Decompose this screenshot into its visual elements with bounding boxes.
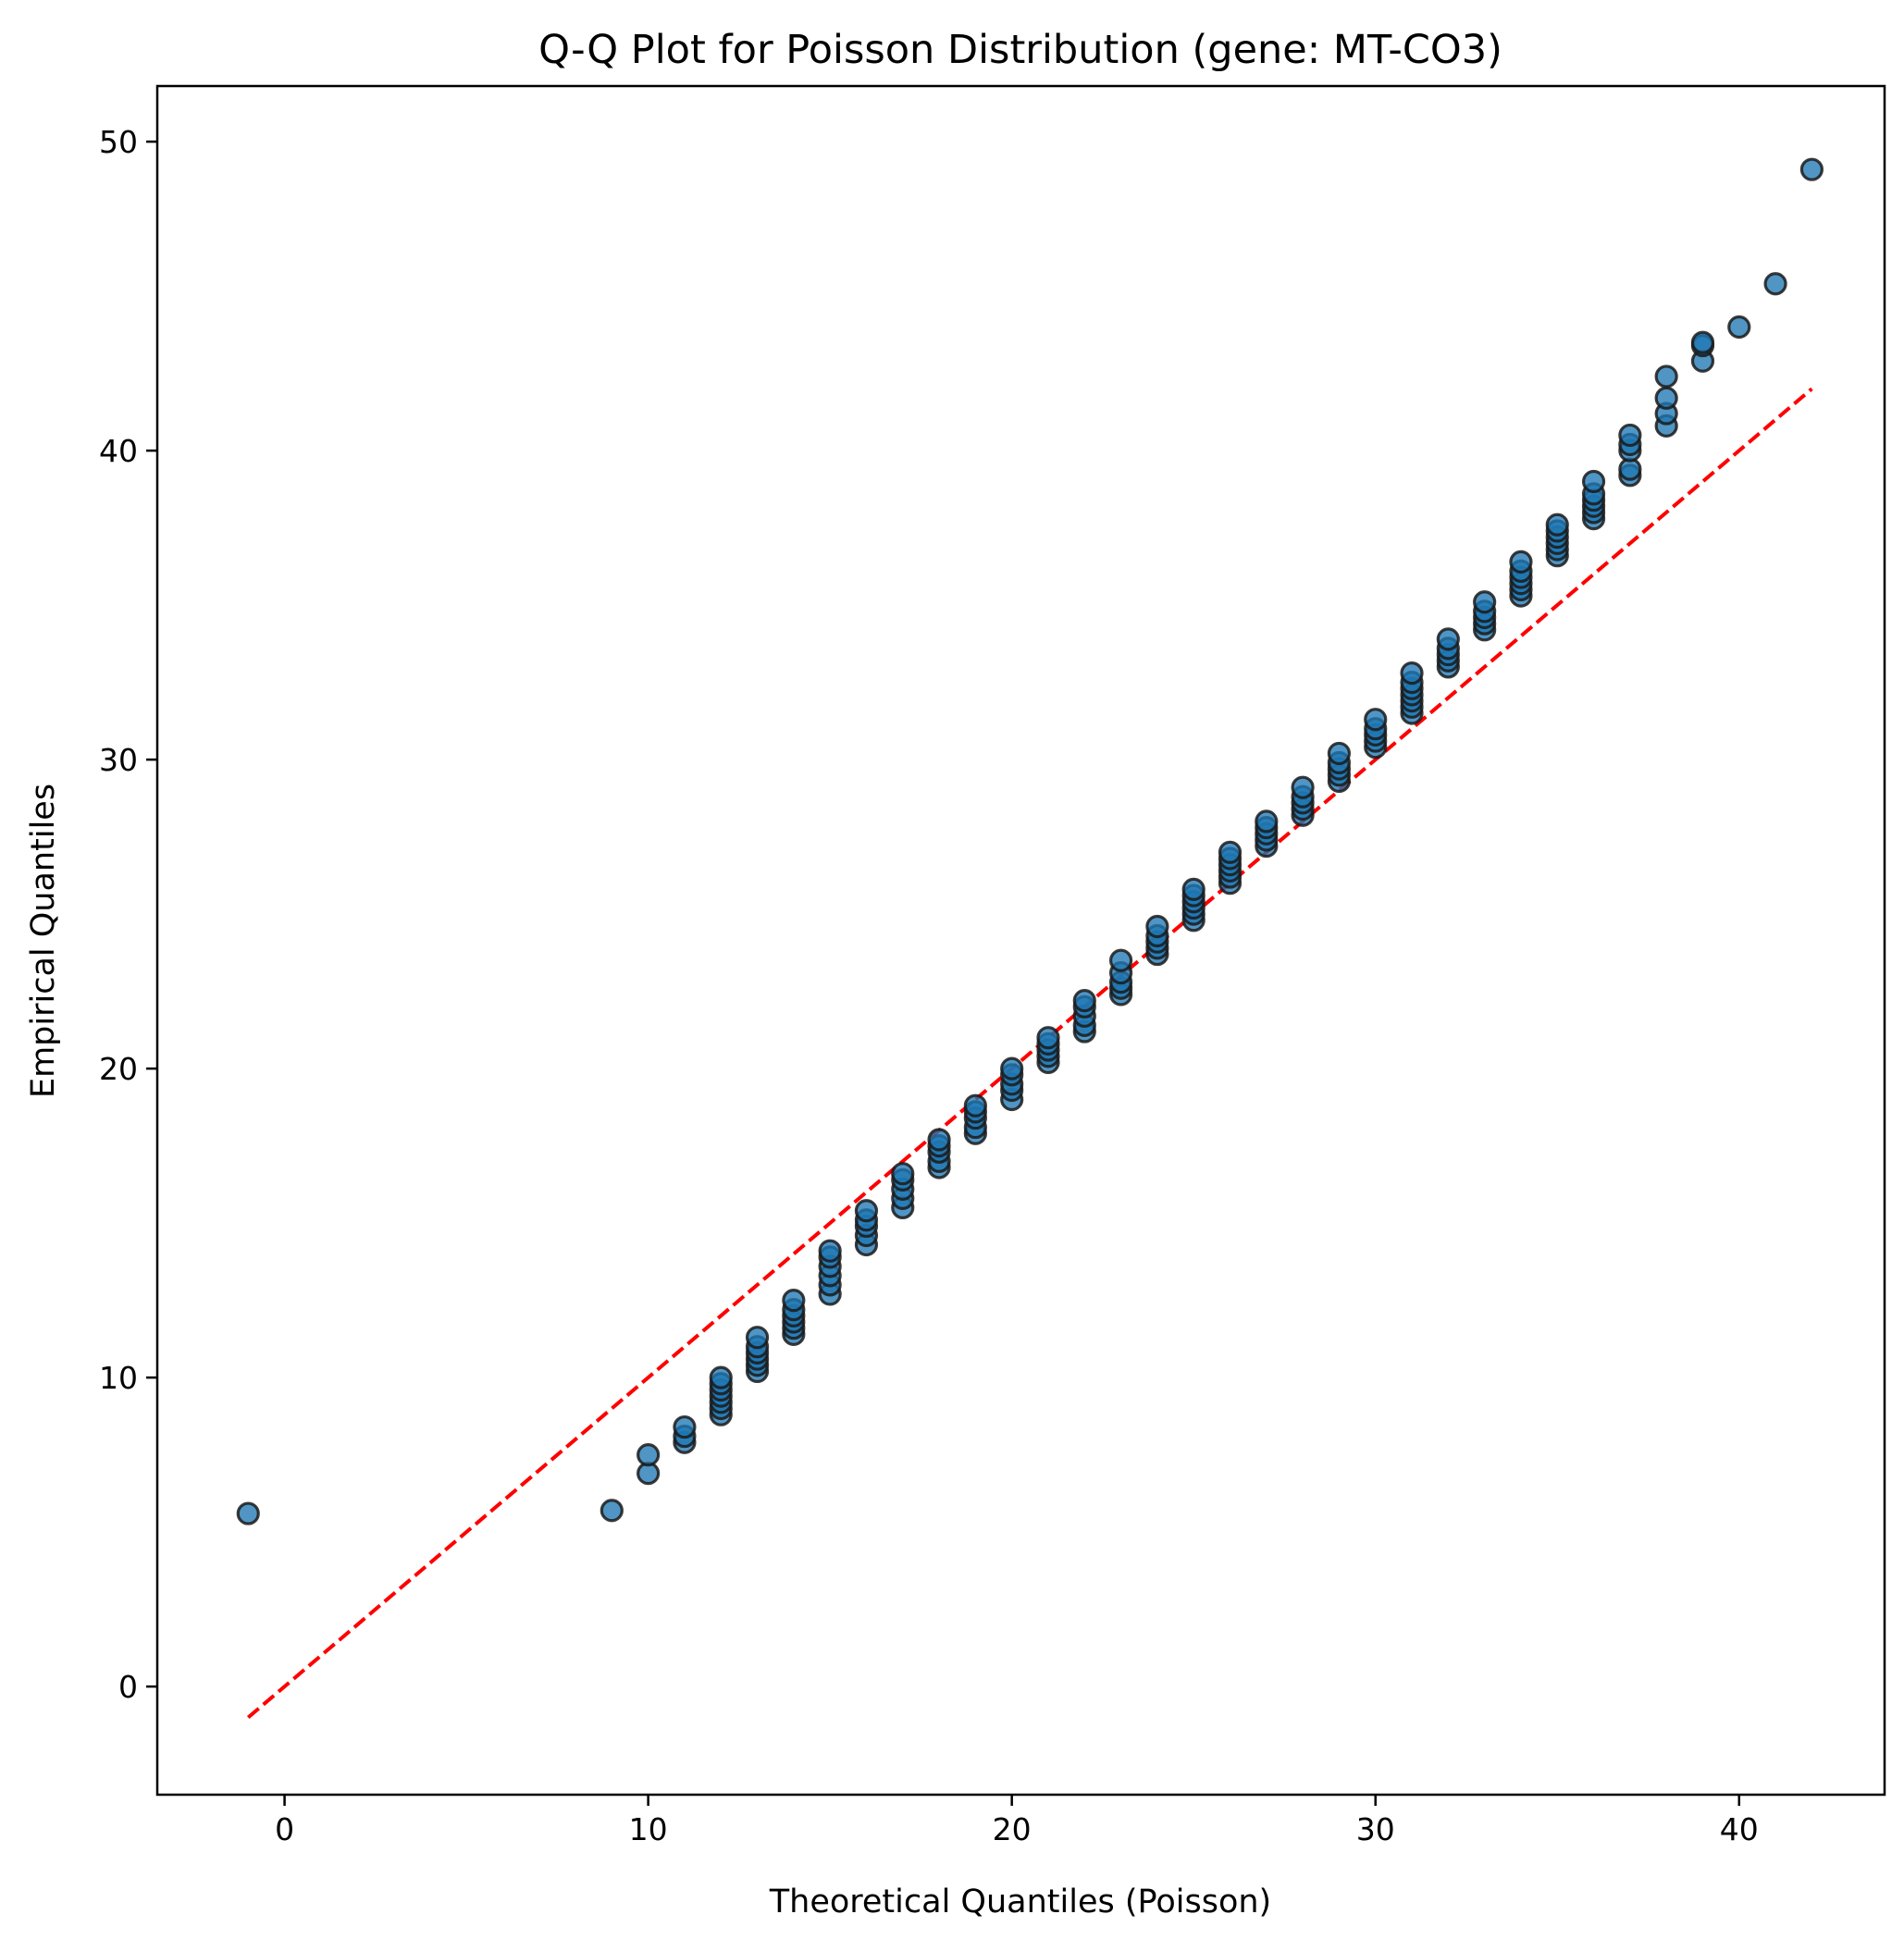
data-point	[236, 1501, 260, 1525]
chart-title: Q-Q Plot for Poisson Distribution (gene:…	[538, 27, 1502, 73]
data-point	[927, 1128, 951, 1152]
data-point	[1509, 550, 1533, 574]
data-point	[1181, 877, 1205, 901]
data-point	[1690, 330, 1715, 354]
data-point	[1727, 315, 1751, 340]
scatter-points	[236, 157, 1824, 1525]
x-tick-label: 10	[629, 1811, 668, 1847]
y-tick-label: 10	[99, 1360, 138, 1396]
data-point	[1436, 627, 1460, 651]
data-point	[1072, 989, 1096, 1013]
y-tick-label: 0	[118, 1669, 138, 1705]
y-axis-label: Empirical Quantiles	[25, 784, 62, 1098]
data-point	[1108, 948, 1133, 972]
x-tick-label: 20	[993, 1811, 1032, 1847]
x-tick-label: 30	[1356, 1811, 1395, 1847]
data-point	[818, 1239, 842, 1263]
reference-line	[246, 387, 1813, 1720]
data-point	[1473, 590, 1497, 614]
data-point	[891, 1162, 915, 1186]
data-point	[1581, 469, 1606, 494]
data-point	[1000, 1056, 1024, 1081]
data-point	[1145, 914, 1169, 939]
y-tick-label: 20	[99, 1051, 138, 1087]
data-point	[782, 1289, 806, 1313]
y-tick-label: 40	[99, 433, 138, 469]
plot-frame	[155, 84, 1886, 1797]
data-point	[1218, 840, 1243, 864]
y-tick-label: 30	[99, 742, 138, 778]
data-point	[637, 1443, 661, 1467]
x-axis: 0 10 20 30 40	[275, 1795, 1759, 1847]
reference-line-layer	[246, 387, 1813, 1720]
data-point	[1364, 708, 1388, 732]
data-point	[1654, 386, 1678, 410]
data-point	[673, 1414, 697, 1439]
data-point	[1291, 775, 1315, 799]
data-point	[745, 1326, 770, 1350]
data-point	[1036, 1026, 1060, 1050]
data-point	[709, 1365, 733, 1389]
data-point	[1654, 364, 1678, 389]
data-point	[600, 1499, 624, 1523]
x-tick-label: 40	[1720, 1811, 1759, 1847]
x-axis-label: Theoretical Quantiles (Poisson)	[769, 1883, 1271, 1920]
data-point	[854, 1199, 879, 1223]
data-point	[1763, 272, 1787, 296]
data-point	[1618, 423, 1642, 448]
y-tick-label: 50	[99, 124, 138, 160]
data-point	[1327, 741, 1352, 766]
data-point	[1545, 513, 1569, 537]
data-point	[963, 1093, 987, 1118]
data-point	[1255, 809, 1279, 834]
data-point	[1799, 157, 1824, 181]
y-axis: 0 10 20 30 40 50	[99, 124, 157, 1705]
data-point	[1400, 661, 1424, 685]
x-tick-label: 0	[275, 1811, 294, 1847]
